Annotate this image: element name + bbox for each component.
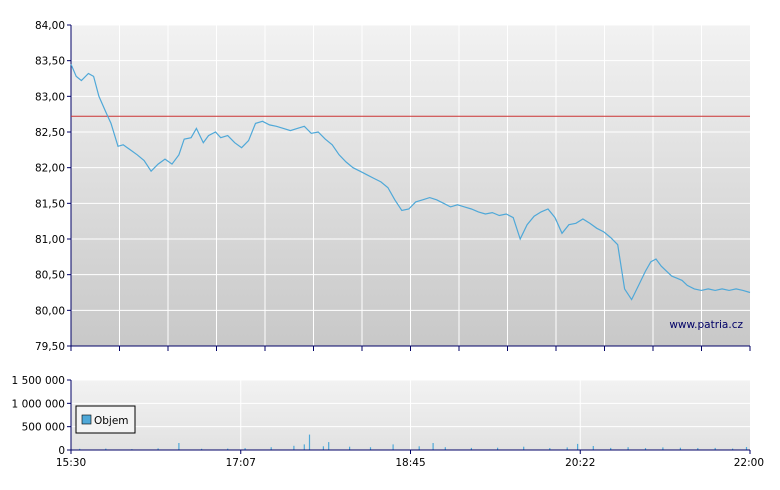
volume-bar <box>577 443 579 450</box>
volume-y-tick-label: 1 500 000 <box>12 375 65 387</box>
volume-bar <box>322 446 324 450</box>
volume-bar <box>328 442 330 450</box>
price-x-tick-marks <box>70 346 751 351</box>
volume-y-tick-label: 0 <box>58 445 65 457</box>
volume-bar <box>745 447 748 450</box>
volume-bar <box>392 444 394 450</box>
price-y-tick-label: 80,50 <box>35 270 65 282</box>
price-y-tick-labels: 84,00 83,50 83,00 82,50 82,00 81,50 81,00 80,50… <box>35 20 71 353</box>
volume-x-tick-label: 17:07 <box>226 457 256 469</box>
price-y-tick-label: 80,00 <box>35 305 65 317</box>
volume-bar <box>566 447 568 450</box>
volume-bar <box>444 447 446 450</box>
volume-bar <box>679 447 681 450</box>
volume-legend: Objem <box>75 405 136 434</box>
volume-bar <box>178 443 180 450</box>
volume-panel: 1 500 000 1 000 000 500 000 0 15:30 17:07 18:… <box>12 375 764 469</box>
price-y-tick-label: 79,50 <box>35 341 65 353</box>
volume-bar <box>201 448 203 450</box>
volume-x-tick-labels: 15:30 17:07 18:45 20:22 22:00 <box>56 450 764 469</box>
price-y-tick-label: 84,00 <box>35 20 65 32</box>
volume-bar <box>270 447 272 450</box>
volume-bar <box>610 447 612 450</box>
price-panel: 84,00 83,50 83,00 82,50 82,00 81,50 81,00 80,50… <box>35 20 751 353</box>
price-y-tick-label: 83,00 <box>35 91 65 103</box>
volume-bar <box>244 448 246 450</box>
volume-bar <box>662 447 664 450</box>
volume-x-tick-label: 18:45 <box>395 457 425 469</box>
volume-bar <box>303 444 305 450</box>
volume-bar <box>293 445 295 450</box>
volume-bar <box>470 447 472 450</box>
volume-y-tick-label: 500 000 <box>22 422 65 434</box>
watermark: www.patria.cz <box>669 319 743 331</box>
price-y-tick-label: 81,00 <box>35 234 65 246</box>
volume-bar <box>592 446 594 450</box>
volume-bar <box>105 448 107 450</box>
volume-bar <box>732 448 734 450</box>
volume-bar <box>227 448 229 450</box>
volume-bar <box>549 448 551 450</box>
volume-bar <box>349 446 351 450</box>
volume-bar <box>697 448 699 450</box>
legend-label: Objem <box>94 415 129 427</box>
volume-bar <box>432 443 434 450</box>
volume-y-tick-label: 1 000 000 <box>12 398 65 410</box>
volume-bar <box>497 447 499 450</box>
volume-bar <box>369 447 372 450</box>
volume-x-tick-label: 15:30 <box>56 457 86 469</box>
volume-x-tick-label: 20:22 <box>565 457 595 469</box>
price-series-line <box>70 63 751 301</box>
price-y-tick-label: 82,00 <box>35 163 65 175</box>
volume-bar <box>523 446 525 450</box>
volume-bars <box>79 434 748 450</box>
volume-grid <box>71 379 750 450</box>
price-y-tick-label: 83,50 <box>35 56 65 68</box>
volume-bar <box>157 448 159 450</box>
volume-x-tick-label: 22:00 <box>734 457 764 469</box>
volume-bar <box>644 448 647 450</box>
volume-bar <box>714 447 716 450</box>
price-y-tick-label: 81,50 <box>35 198 65 210</box>
volume-bar <box>79 448 81 450</box>
price-grid <box>71 24 750 346</box>
volume-bar <box>627 447 629 450</box>
price-y-tick-label: 82,50 <box>35 127 65 139</box>
legend-swatch <box>81 414 92 425</box>
volume-bar <box>418 446 420 450</box>
volume-y-tick-labels: 1 500 000 1 000 000 500 000 0 <box>12 375 71 457</box>
volume-bar <box>308 434 311 450</box>
